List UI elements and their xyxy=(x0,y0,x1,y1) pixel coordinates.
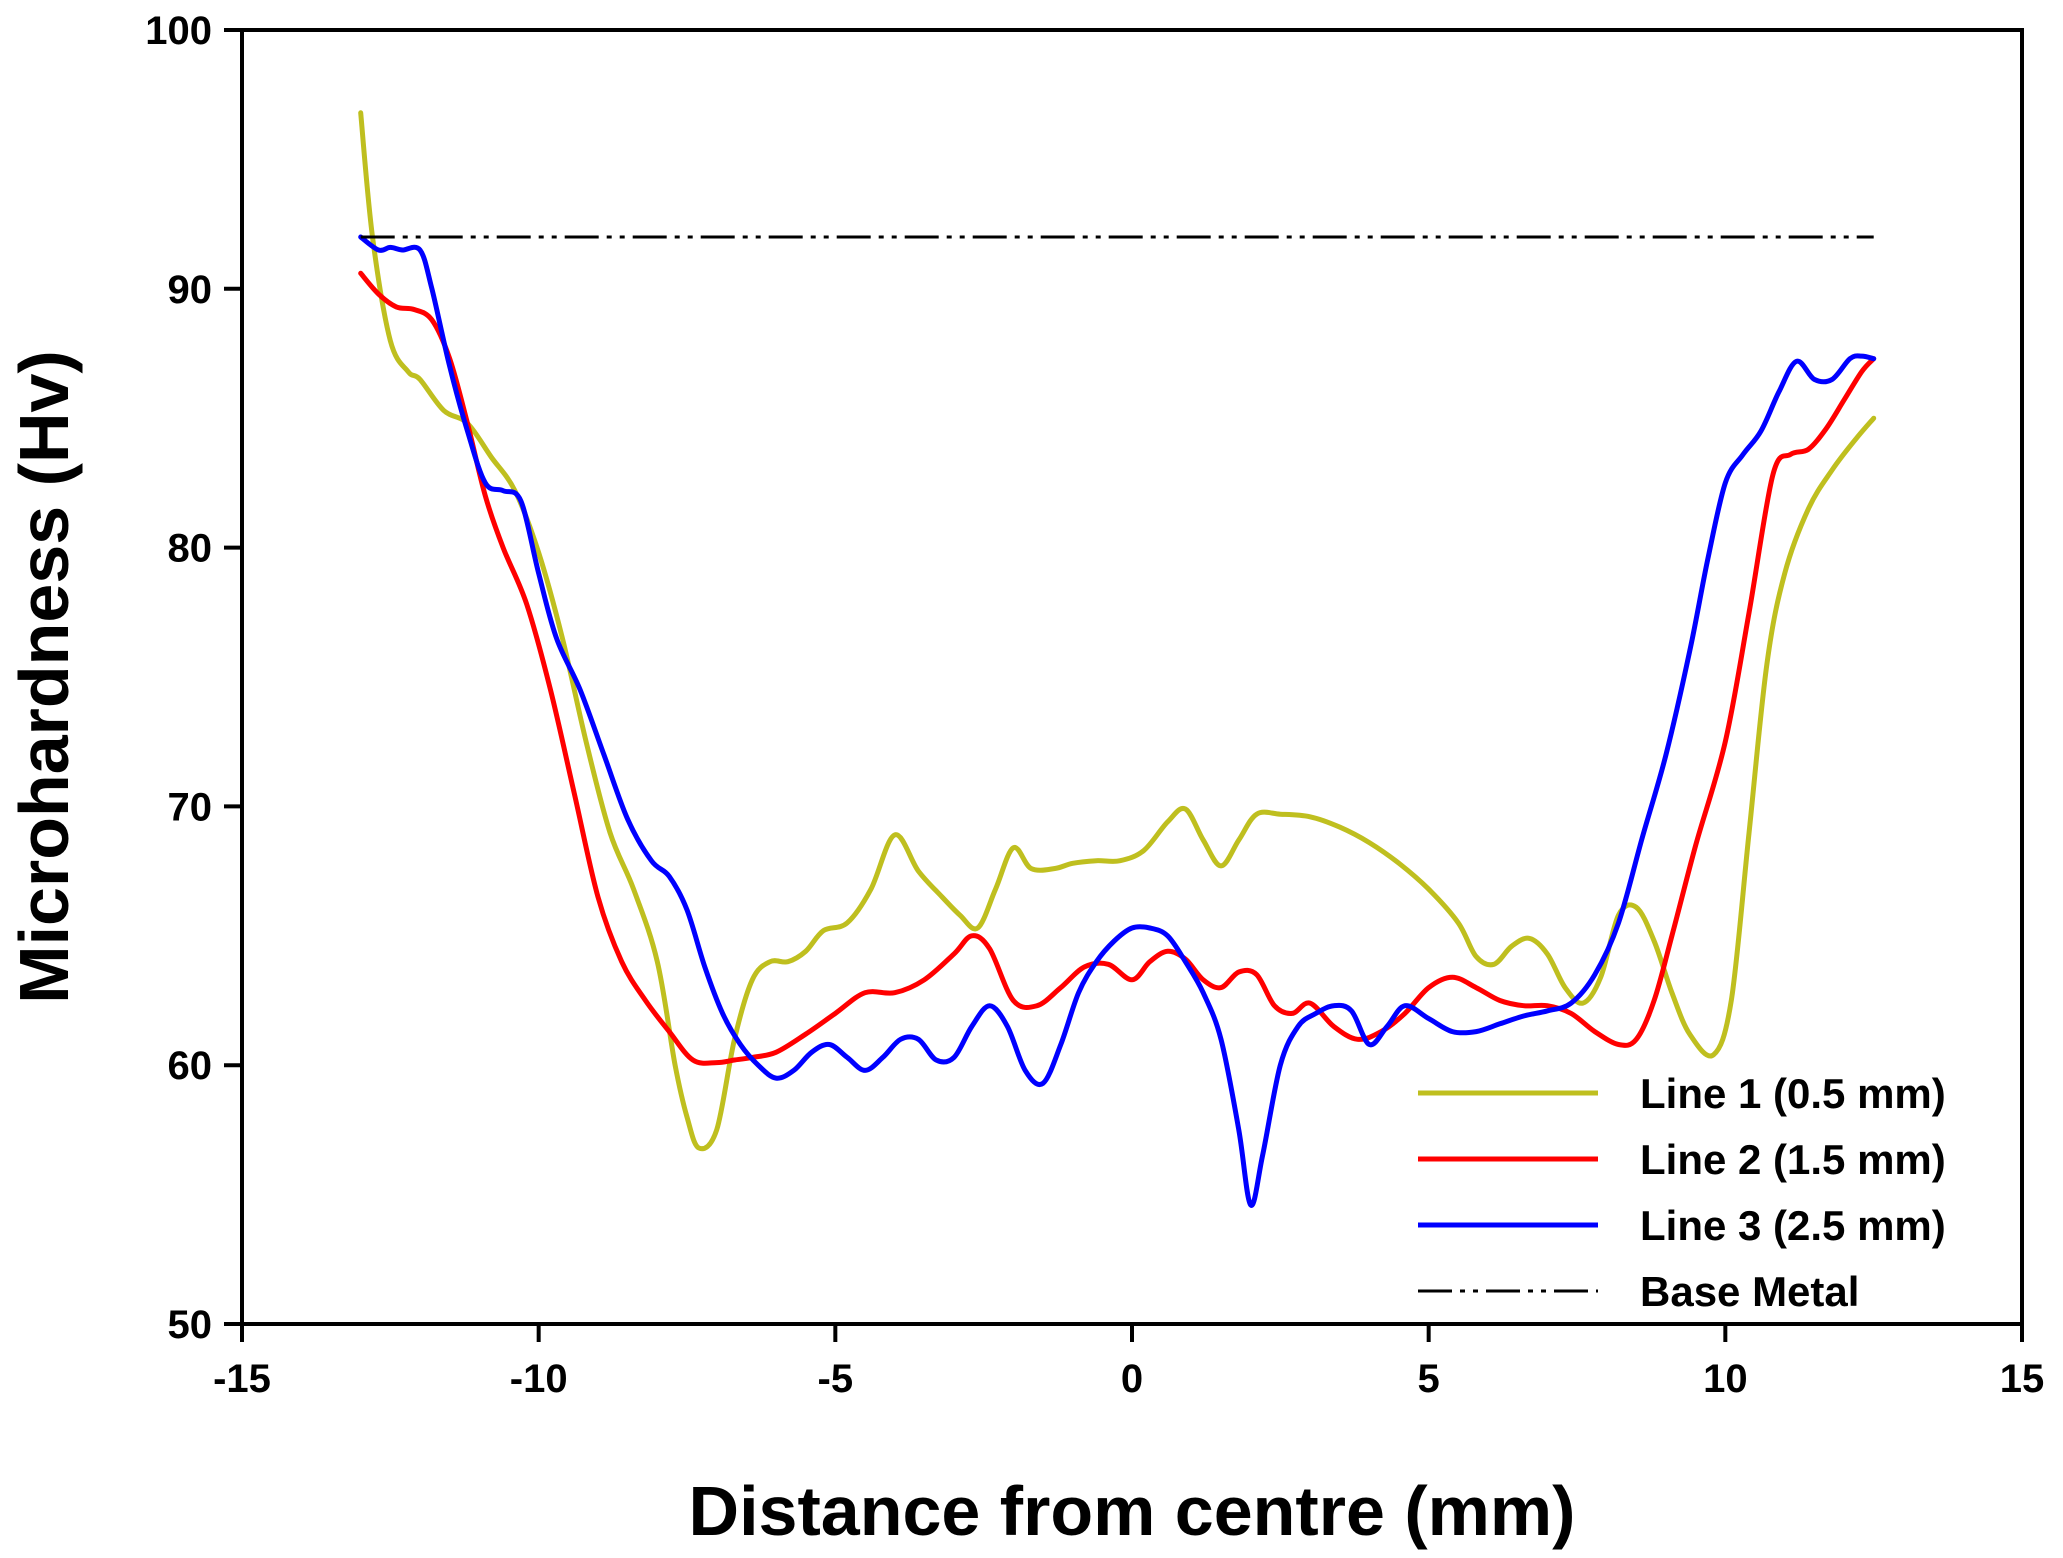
legend: Line 1 (0.5 mm) Line 2 (1.5 mm) Line 3 (2.… xyxy=(1418,1070,1946,1315)
y-axis: 50 60 70 80 90 100 xyxy=(145,9,242,1347)
y-tick-label: 90 xyxy=(168,268,213,312)
x-tick-label: -5 xyxy=(818,1357,854,1401)
x-tick-label: 10 xyxy=(1703,1357,1748,1401)
x-tick-label: -10 xyxy=(510,1357,568,1401)
series-line-2 xyxy=(358,270,1877,1066)
y-tick-label: 70 xyxy=(168,785,213,829)
series-line-1 xyxy=(358,110,1877,1152)
y-tick-label: 50 xyxy=(168,1303,213,1347)
y-axis-title: Microhardness (Hv) xyxy=(5,350,83,1003)
x-tick-label: -15 xyxy=(213,1357,271,1401)
x-tick-label: 15 xyxy=(2000,1357,2045,1401)
legend-label-2: Line 2 (1.5 mm) xyxy=(1640,1136,1946,1183)
y-tick-label: 80 xyxy=(168,527,213,571)
legend-label-3: Line 3 (2.5 mm) xyxy=(1640,1202,1946,1249)
legend-label-4: Base Metal xyxy=(1640,1268,1859,1315)
x-axis-title: Distance from centre (mm) xyxy=(689,1472,1576,1550)
x-tick-label: 0 xyxy=(1121,1357,1143,1401)
series-lines xyxy=(358,110,1877,1208)
x-axis: -15 -10 -5 0 5 10 15 xyxy=(213,1324,2044,1401)
x-tick-label: 5 xyxy=(1418,1357,1440,1401)
y-tick-label: 100 xyxy=(145,9,212,53)
y-tick-label: 60 xyxy=(168,1044,213,1088)
plot-frame xyxy=(240,28,2024,1326)
series-line-3 xyxy=(358,234,1877,1208)
legend-label-1: Line 1 (0.5 mm) xyxy=(1640,1070,1946,1117)
